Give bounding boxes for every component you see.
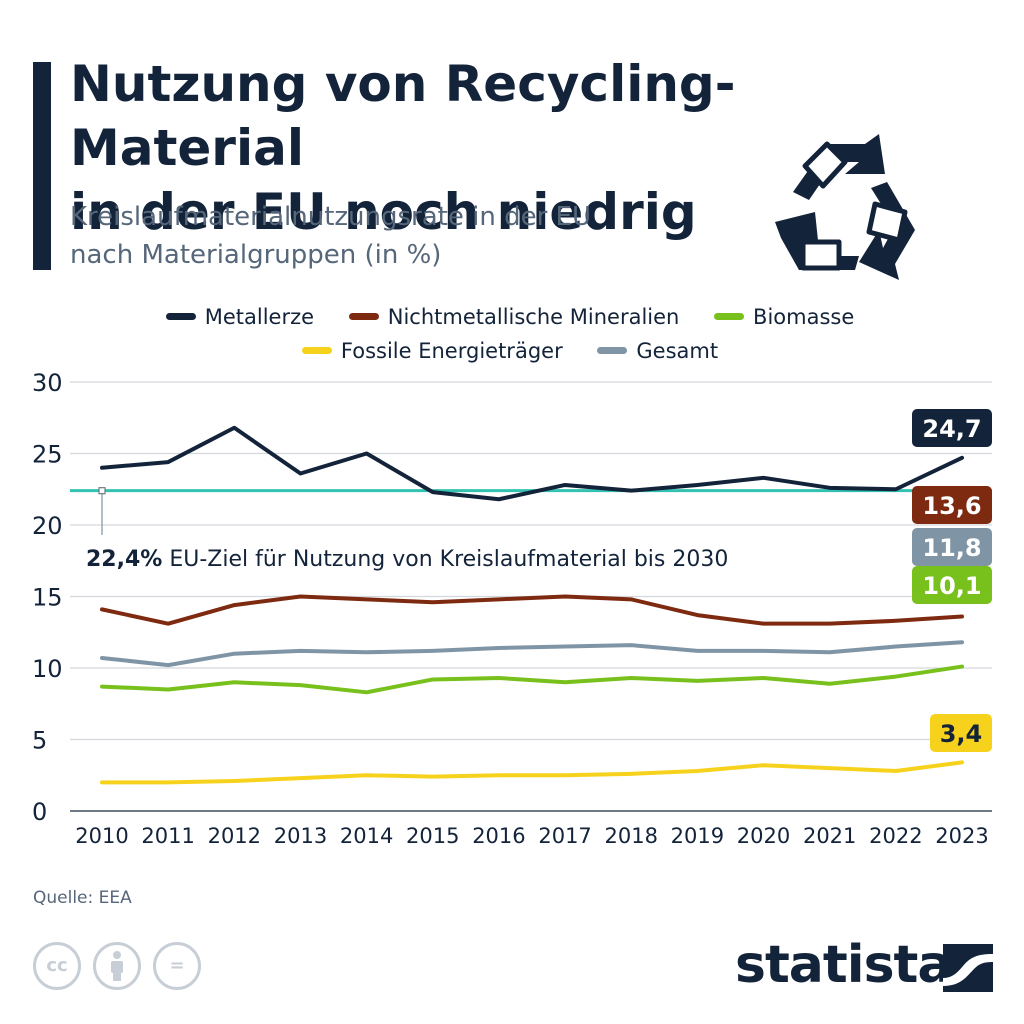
legend-label: Gesamt (636, 339, 719, 363)
x-tick-label: 2016 (472, 824, 525, 848)
recycle-icon (775, 134, 915, 280)
page-subtitle: Kreislaufmaterialnutzungsrate in der EU … (70, 198, 750, 274)
x-tick-label: 2010 (75, 824, 128, 848)
legend-swatch-biomasse (714, 313, 745, 320)
x-tick-label: 2019 (671, 824, 724, 848)
end-label-value: 13,6 (922, 492, 981, 520)
legend-item-nichtmetallische-mineralien: Nichtmetallische Mineralien (348, 300, 680, 334)
legend-label: Fossile Energieträger (340, 339, 563, 363)
legend-label: Nichtmetallische Mineralien (387, 305, 680, 329)
reference-label: 22,4% EU-Ziel für Nutzung von Kreislaufm… (86, 547, 728, 572)
series-line-nichtmetallische-mineralien (100, 594, 964, 626)
series-line-biomasse (100, 664, 964, 695)
reference-value: 22,4% (86, 547, 162, 572)
legend-row-2: Fossile Energieträger Gesamt (60, 334, 960, 368)
statista-mark-icon (943, 944, 993, 992)
end-label-badge (912, 409, 992, 447)
subtitle-line-1: Kreislaufmaterialnutzungsrate in der EU (70, 202, 592, 232)
x-tick-label: 2011 (141, 824, 194, 848)
title-line-2: in der EU noch niedrig (70, 183, 697, 241)
series-line-gesamt (100, 640, 964, 668)
x-tick-label: 2021 (803, 824, 856, 848)
legend-swatch-mineralien (348, 313, 379, 320)
legend-item-biomasse: Biomasse (714, 300, 854, 334)
y-tick-label: 30 (32, 369, 63, 397)
cc-icon: cc (33, 942, 81, 990)
x-tick-label: 2015 (406, 824, 459, 848)
end-label-badge (912, 566, 992, 604)
legend-item-gesamt: Gesamt (597, 334, 718, 368)
attribution-icon (93, 942, 141, 990)
legend-label: Metallerze (204, 305, 315, 329)
y-tick-label: 15 (32, 584, 63, 612)
y-tick-label: 0 (32, 798, 47, 826)
reference-marker (98, 487, 106, 495)
series-line-metallerze (100, 425, 964, 502)
y-tick-label: 20 (32, 512, 63, 540)
y-tick-label: 5 (32, 727, 47, 755)
legend-item-fossile-energietraeger: Fossile Energieträger (301, 334, 563, 368)
title-accent-bar (33, 62, 51, 270)
page-title: Nutzung von Recycling-Material in der EU… (70, 52, 790, 244)
x-tick-label: 2013 (274, 824, 327, 848)
x-tick-label: 2017 (538, 824, 591, 848)
chart-legend: Metallerze Nichtmetallische Mineralien B… (60, 300, 960, 368)
x-tick-label: 2022 (869, 824, 922, 848)
reference-text: EU-Ziel für Nutzung von Kreislaufmateria… (162, 547, 728, 572)
legend-label: Biomasse (753, 305, 855, 329)
end-label-badge (912, 528, 992, 566)
legend-swatch-fossile (301, 347, 332, 354)
x-tick-label: 2012 (208, 824, 261, 848)
x-tick-label: 2023 (935, 824, 988, 848)
end-label-value: 24,7 (922, 415, 981, 443)
title-line-1: Nutzung von Recycling-Material (70, 55, 736, 177)
legend-swatch-gesamt (597, 347, 628, 354)
subtitle-line-2: nach Materialgruppen (in %) (70, 240, 442, 270)
source-note: Quelle: EEA (33, 888, 132, 908)
end-label-value: 11,8 (922, 534, 981, 562)
end-label-badge (912, 486, 992, 524)
series-line-fossile-energietr-ger (100, 760, 964, 785)
attribution-figure (111, 951, 123, 981)
y-tick-label: 25 (32, 441, 63, 469)
x-tick-label: 2018 (605, 824, 658, 848)
end-label-value: 3,4 (940, 720, 983, 748)
brand-logo[interactable]: statista (735, 932, 995, 1002)
end-label-badge (930, 714, 992, 752)
legend-swatch-metallerze (165, 313, 196, 320)
reference-label-box (70, 535, 796, 581)
x-tick-label: 2020 (737, 824, 790, 848)
x-tick-label: 2014 (340, 824, 393, 848)
no-derivatives-icon: = (153, 942, 201, 990)
end-label-value: 10,1 (922, 572, 981, 600)
legend-item-metallerze: Metallerze (165, 300, 315, 334)
brand-name: statista (735, 935, 952, 995)
legend-row-1: Metallerze Nichtmetallische Mineralien B… (60, 300, 960, 334)
license-icons: cc = (33, 942, 213, 998)
y-tick-label: 10 (32, 655, 63, 683)
